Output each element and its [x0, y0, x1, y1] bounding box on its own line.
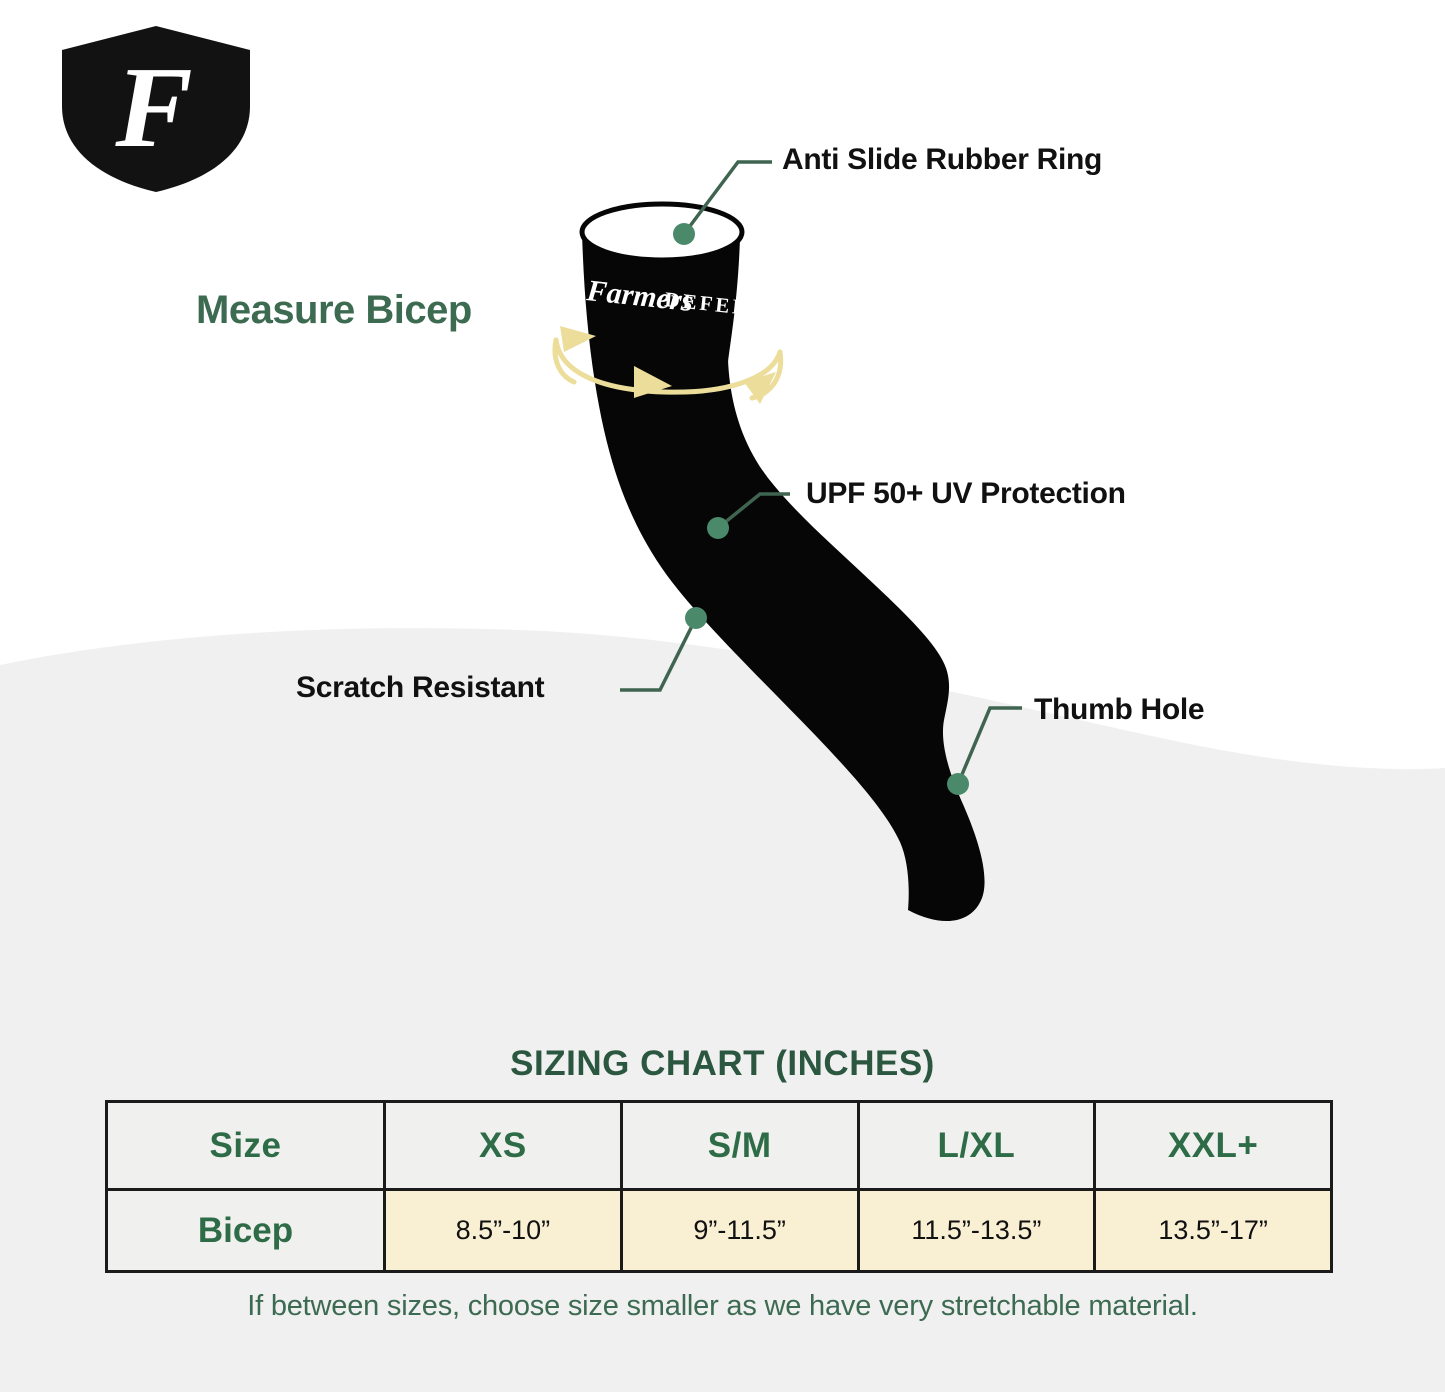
table-cell-bicep-lxl: 11.5”-13.5”: [856, 1188, 1097, 1273]
callout-label-thumb-hole: Thumb Hole: [1034, 693, 1205, 726]
measure-arrowheads: [560, 326, 776, 404]
header-label-lxl: L/XL: [937, 1125, 1016, 1165]
sizing-chart-title: SIZING CHART (INCHES): [510, 1044, 935, 1083]
sleeve-silhouette: [579, 201, 985, 922]
callout-label-scratch-resistant: Scratch Resistant: [296, 671, 545, 704]
header-label-sm: S/M: [707, 1125, 772, 1165]
sizing-chart-note: If between sizes, choose size smaller as…: [247, 1290, 1198, 1322]
table-row-bicep: Bicep 8.5”-10” 9”-11.5” 11.5”-13.5” 13.5…: [105, 1188, 1333, 1273]
logo-letter: F: [114, 44, 192, 172]
dot-thumb-hole: [947, 773, 969, 795]
table-cell-bicep-xs: 8.5”-10”: [383, 1188, 623, 1273]
table-rowlabel-bicep: Bicep: [105, 1188, 386, 1273]
dot-upf-uv-protection: [707, 517, 729, 539]
dot-anti-slide-rubber-ring: [673, 223, 695, 245]
cell-value-bicep-lxl: 11.5”-13.5”: [911, 1215, 1042, 1245]
arm-sleeve-illustration: Farmers DEFENSE: [552, 160, 1022, 922]
dot-scratch-resistant: [685, 607, 707, 629]
rowlabel-text-bicep: Bicep: [197, 1210, 294, 1250]
table-header-row: Size XS S/M L/XL XXL+: [105, 1100, 1333, 1191]
shield-logo-icon: F: [54, 18, 258, 200]
header-label-xs: XS: [479, 1125, 527, 1165]
table-header-cell-sm: S/M: [619, 1100, 860, 1191]
cell-value-bicep-xs: 8.5”-10”: [455, 1215, 551, 1245]
callout-leaders: [620, 160, 1022, 785]
table-cell-bicep-sm: 9”-11.5”: [619, 1188, 860, 1273]
table-header-cell-xs: XS: [383, 1100, 623, 1191]
table-header-cell-lxl: L/XL: [856, 1100, 1097, 1191]
header-label-size: Size: [209, 1125, 282, 1165]
table-header-cell-xxl: XXL+: [1093, 1100, 1333, 1191]
callout-dots: [673, 223, 969, 795]
sizing-chart-table: Size XS S/M L/XL XXL+ Bicep: [105, 1100, 1333, 1273]
cell-value-bicep-xxl: 13.5”-17”: [1158, 1215, 1268, 1245]
callout-label-anti-slide-rubber-ring: Anti Slide Rubber Ring: [782, 143, 1103, 176]
table-cell-bicep-xxl: 13.5”-17”: [1093, 1188, 1333, 1273]
cell-value-bicep-sm: 9”-11.5”: [693, 1215, 786, 1245]
callout-label-upf-uv-protection: UPF 50+ UV Protection: [806, 477, 1126, 510]
table-header-cell-size: Size: [105, 1100, 386, 1191]
header-label-xxl: XXL+: [1167, 1125, 1259, 1165]
measure-bicep-label: Measure Bicep: [196, 288, 472, 332]
